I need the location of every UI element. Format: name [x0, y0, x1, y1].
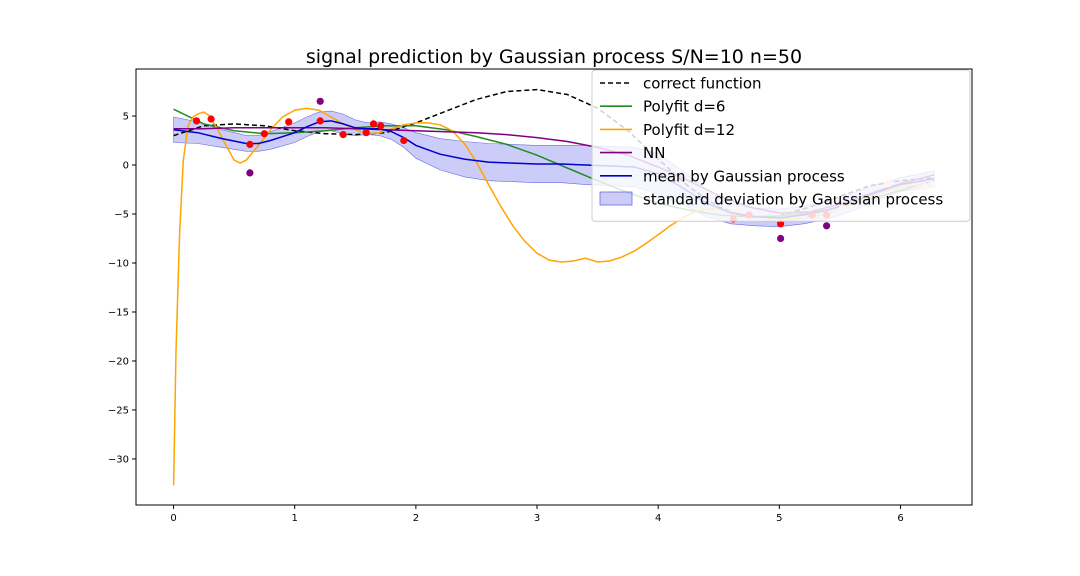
chart-title: signal prediction by Gaussian process S/…	[306, 46, 802, 68]
y-tick-label: −30	[108, 454, 129, 465]
y-tick-label: −25	[108, 405, 129, 416]
purple-point	[316, 97, 324, 105]
y-tick-label: 5	[123, 112, 129, 123]
legend-label-polyfit-d-6: Polyfit d=6	[643, 98, 725, 116]
y-tick-label: −20	[108, 356, 129, 367]
legend-swatch-standard-deviation-by-gaussian-process	[599, 191, 633, 206]
legend-label-polyfit-d-12: Polyfit d=12	[643, 121, 735, 139]
red-point	[339, 131, 347, 139]
purple-point	[777, 234, 785, 243]
y-tick-label: −10	[108, 258, 129, 269]
x-tick-label: 3	[534, 513, 540, 524]
x-tick-label: 5	[776, 513, 782, 524]
legend-label-mean-by-gaussian-process: mean by Gaussian process	[643, 167, 845, 185]
red-point	[246, 140, 254, 148]
red-point	[207, 115, 215, 123]
x-axis: 0 1 2 3 4 5 6	[170, 505, 904, 524]
x-tick-label: 2	[413, 513, 419, 524]
red-point	[316, 117, 324, 125]
x-tick-label: 6	[897, 513, 903, 524]
legend-label-nn: NN	[643, 144, 665, 162]
purple-point	[823, 222, 831, 230]
red-point	[193, 117, 201, 125]
legend-label-correct-function: correct function	[643, 75, 762, 93]
y-tick-label: 0	[123, 161, 129, 172]
y-tick-label: −15	[108, 307, 129, 318]
x-tick-label: 4	[655, 513, 661, 524]
legend-label-standard-deviation-by-gaussian-process: standard deviation by Gaussian process	[643, 191, 943, 209]
purple-point	[246, 169, 254, 177]
red-point	[362, 129, 370, 137]
red-point	[260, 130, 268, 138]
red-point	[285, 118, 293, 126]
x-tick-label: 0	[170, 513, 176, 524]
legend: correct function Polyfit d=6 Polyfit d=12 N…	[591, 69, 971, 222]
red-point	[369, 120, 378, 128]
x-tick-label: 1	[292, 513, 298, 524]
y-tick-label: −5	[114, 210, 129, 221]
red-point	[377, 122, 385, 130]
red-point	[777, 220, 785, 228]
plot-frame	[135, 68, 973, 506]
red-point	[400, 136, 408, 145]
y-axis: 5 0 −5 −10 −15 −20 −25 −30	[108, 112, 136, 465]
legend-box	[591, 69, 971, 222]
